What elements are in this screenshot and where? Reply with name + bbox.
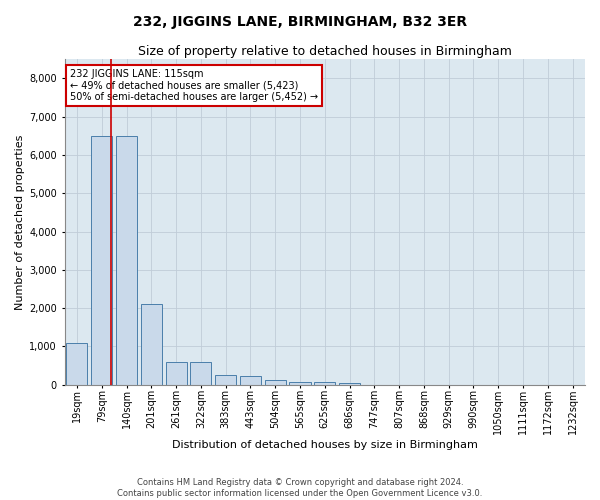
Bar — [240, 376, 261, 385]
Bar — [190, 362, 211, 385]
Bar — [91, 136, 112, 385]
Text: 232, JIGGINS LANE, BIRMINGHAM, B32 3ER: 232, JIGGINS LANE, BIRMINGHAM, B32 3ER — [133, 15, 467, 29]
Bar — [265, 380, 286, 385]
Bar — [141, 304, 162, 385]
Bar — [314, 382, 335, 385]
Bar — [67, 342, 88, 385]
Bar — [116, 136, 137, 385]
Y-axis label: Number of detached properties: Number of detached properties — [15, 134, 25, 310]
X-axis label: Distribution of detached houses by size in Birmingham: Distribution of detached houses by size … — [172, 440, 478, 450]
Bar — [289, 382, 311, 385]
Text: Contains HM Land Registry data © Crown copyright and database right 2024.
Contai: Contains HM Land Registry data © Crown c… — [118, 478, 482, 498]
Bar — [166, 362, 187, 385]
Title: Size of property relative to detached houses in Birmingham: Size of property relative to detached ho… — [138, 45, 512, 58]
Bar — [215, 375, 236, 385]
Bar — [339, 383, 360, 385]
Text: 232 JIGGINS LANE: 115sqm
← 49% of detached houses are smaller (5,423)
50% of sem: 232 JIGGINS LANE: 115sqm ← 49% of detach… — [70, 69, 318, 102]
